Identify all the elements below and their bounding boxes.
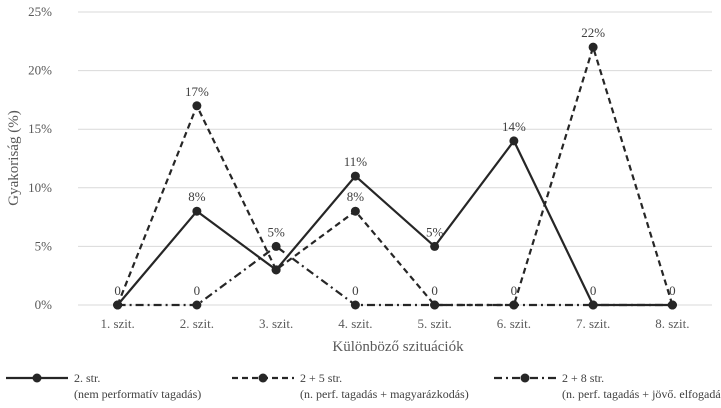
data-point (509, 300, 519, 310)
data-point (192, 300, 202, 310)
series-line-3 (117, 245, 673, 307)
data-point (667, 300, 677, 310)
x-tick-label: 1. szit. (100, 316, 134, 331)
y-tick-label: 10% (28, 180, 52, 195)
x-axis-ticks: 1. szit. 2. szit. 3. szit. 4. szit. 5. szit.… (100, 316, 689, 331)
x-tick-label: 6. szit. (497, 316, 531, 331)
legend-sublabel: (n. perf. tagadás + jövő. elfogadás) (562, 387, 721, 401)
data-label: 0 (194, 283, 201, 298)
data-labels: 0 8% 11% 5% 14% 0 17% 8% 0 22% 0 0 5% 0 0 (114, 25, 675, 298)
x-axis-title: Különböző szituációk (332, 339, 464, 355)
x-tick-label: 4. szit. (338, 316, 372, 331)
series-line-1 (116, 138, 673, 307)
data-label: 0 (431, 283, 438, 298)
data-point (350, 171, 360, 181)
data-point (271, 265, 281, 275)
y-axis-ticks: 0% 5% 10% 15% 20% 25% (28, 4, 52, 312)
data-label: 0 (669, 283, 676, 298)
x-tick-label: 7. szit. (576, 316, 610, 331)
data-point (192, 101, 202, 111)
data-point (430, 241, 440, 251)
data-label: 11% (344, 154, 368, 169)
legend-marker (258, 373, 268, 383)
data-point (271, 241, 281, 251)
y-tick-label: 25% (28, 4, 52, 19)
legend-marker (32, 373, 42, 383)
x-tick-label: 5. szit. (417, 316, 451, 331)
y-tick-label: 15% (28, 121, 52, 136)
data-label: 8% (188, 189, 206, 204)
data-label: 0 (590, 283, 597, 298)
legend-label: 2 + 5 str. (300, 371, 342, 385)
data-label: 22% (581, 25, 605, 40)
y-tick-label: 0% (35, 297, 53, 312)
data-label: 17% (185, 84, 209, 99)
legend-label: 2. str. (74, 371, 100, 385)
data-label: 0 (114, 283, 121, 298)
data-label: 0 (511, 283, 518, 298)
data-label: 0 (352, 283, 359, 298)
data-point (588, 300, 598, 310)
series-lines (116, 43, 674, 307)
gridlines (78, 11, 712, 306)
legend-sublabel: (n. perf. tagadás + magyarázkodás) (300, 387, 469, 401)
legend: 2. str. (nem performatív tagadás) 2 + 5 st… (6, 371, 721, 401)
data-label: 14% (502, 119, 526, 134)
legend-marker (520, 373, 530, 383)
data-label: 5% (267, 224, 285, 239)
x-tick-label: 2. szit. (180, 316, 214, 331)
x-tick-label: 3. szit. (259, 316, 293, 331)
data-point (113, 300, 123, 310)
legend-label: 2 + 8 str. (562, 371, 604, 385)
data-point (350, 300, 360, 310)
data-point (509, 136, 519, 146)
legend-sublabel: (nem performatív tagadás) (74, 387, 201, 401)
data-point (192, 206, 202, 216)
series-line-2 (116, 43, 674, 307)
y-tick-label: 20% (28, 63, 52, 78)
y-axis-title: Gyakoriság (%) (6, 110, 22, 205)
data-label: 5% (426, 224, 444, 239)
data-label: 8% (347, 189, 365, 204)
y-tick-label: 5% (35, 238, 53, 253)
data-point (430, 300, 440, 310)
x-tick-label: 8. szit. (655, 316, 689, 331)
data-point (588, 42, 598, 52)
series-points (113, 42, 677, 310)
data-point (350, 206, 360, 216)
